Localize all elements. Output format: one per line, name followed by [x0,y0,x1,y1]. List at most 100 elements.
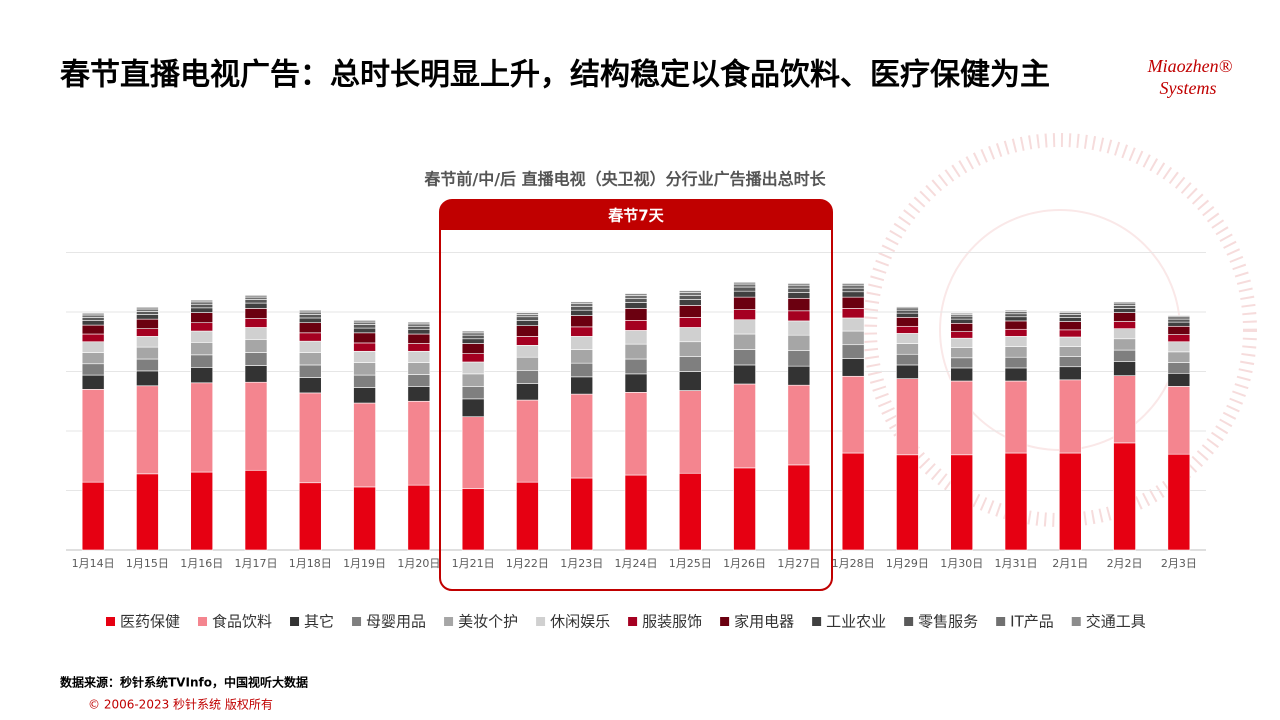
bar-segment [841,452,865,551]
bar-segment [1167,351,1191,363]
source: 数据来源：秒针系统TVInfo，中国视听大数据 [60,675,308,690]
bar-segment [1113,302,1136,306]
x-tick-label: 1月15日 [126,557,169,570]
bar-segment [1058,356,1082,368]
bar-segment [407,350,431,363]
bar-segment [298,317,322,324]
bar-segment [353,342,376,352]
bar-segment [1004,320,1028,330]
bar-segment [678,327,702,343]
bar-segment [841,375,865,454]
bar-segment [1058,321,1082,331]
bar-segment [353,324,376,329]
bar-segment [896,454,919,551]
bar-segment [624,373,648,393]
bar-segment [733,296,756,310]
bar-segment [1167,453,1191,551]
bar-segment [1004,380,1028,454]
bar-segment [570,393,594,479]
bar-segment [353,332,376,344]
page-title: 春节直播电视广告：总时长明显上升，结构稳定以食品饮料、医疗保健为主 [60,58,1050,93]
bar-segment [1167,372,1191,387]
bar-segment [1167,325,1191,335]
bar-segment [244,327,268,340]
bar-segment [787,464,811,551]
bar-segment [81,374,105,390]
legend-swatch [290,617,300,626]
bar-segment [1167,316,1191,320]
bar-segment [733,364,756,385]
bar-segment [407,321,431,325]
bar-segment [787,310,811,322]
bar-segment [244,296,268,300]
chart-title: 春节前/中/后 直播电视（央卫视）分行业广告播出总时长 [423,170,826,189]
legend-label: 家用电器 [734,613,794,631]
bar-segment [1004,311,1028,315]
bar-segment [1113,328,1136,340]
bar-segment [787,365,811,386]
x-tick-label: 1月20日 [397,557,440,570]
bar-segment [896,353,919,366]
bar-segment [298,482,322,551]
bar-segment [136,346,159,360]
legend-label: 医药保健 [120,613,180,631]
bar-segment [461,334,485,340]
bar-segment [678,299,702,306]
bar-segment [1058,314,1082,318]
bar-segment [298,314,322,319]
bar-segment [1167,362,1191,374]
bar-segment [678,356,702,372]
bar-segment [950,367,974,382]
bar-segment [787,283,811,286]
highlight-header [440,200,832,230]
bar-segment [841,284,865,289]
bar-segment [353,350,376,363]
bar-segment [353,374,376,388]
bar-segment [570,477,594,551]
bar-segment [190,307,214,313]
bar-segment [1167,321,1191,327]
logo: Systems [1160,78,1217,98]
bar-segment [841,358,865,377]
bar-segment [1058,317,1082,322]
legend-label: 交通工具 [1086,613,1146,631]
bar-segment [298,364,322,378]
bar-segment [136,385,159,475]
bar-segment [516,399,539,483]
bar-segment [678,390,702,474]
bar-segment [190,301,214,305]
bar-segment [1004,309,1028,312]
bar-segment [136,311,159,315]
bar-segment [516,383,539,401]
legend-label: 工业农业 [826,613,886,631]
bar-segment [733,349,756,366]
legend-swatch [106,617,115,626]
x-tick-label: 1月16日 [180,557,223,570]
bar-segment [624,474,648,551]
bar-segment [733,467,756,551]
x-tick-label: 1月28日 [832,557,875,570]
bar-segment [624,358,648,375]
bar-segment [1058,366,1082,381]
bar-segment [81,314,105,318]
x-tick-label: 2月2日 [1107,557,1143,570]
x-tick-label: 1月31日 [995,557,1038,570]
bar-segment [841,291,865,298]
bar-segment [81,363,105,376]
bar-segment [950,312,974,315]
bar-segment [136,358,159,372]
bar-segment [244,299,268,304]
bar-segment [1113,349,1136,362]
bar-segment [950,323,974,332]
bar-segment [407,374,431,387]
legend-label: 零售服务 [918,613,978,631]
bar-segment [461,332,485,336]
bar-segment [1004,356,1028,369]
bar-segment [733,283,756,288]
bar-segment [298,392,322,484]
bar-segment [950,318,974,324]
bar-segment [896,317,919,327]
bar-segment [244,302,268,309]
bar-segment [678,305,702,318]
